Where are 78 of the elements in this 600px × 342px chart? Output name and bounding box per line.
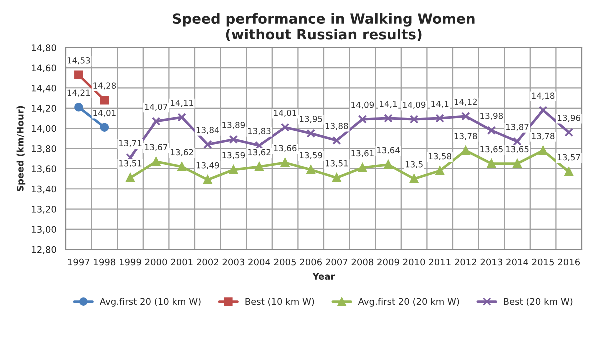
- x-tick-label: 1997: [68, 258, 90, 266]
- y-tick-label: 14,80: [32, 44, 56, 52]
- x-tick-label: 2004: [248, 258, 270, 266]
- data-label: 13,59: [300, 152, 322, 160]
- y-tick-label: 13,20: [32, 206, 56, 214]
- data-label: 14,18: [532, 92, 555, 100]
- x-tick-label: 2015: [532, 258, 554, 266]
- data-label: 13,84: [196, 127, 220, 134]
- data-label: 14,07: [145, 104, 168, 112]
- x-tick-label: 2011: [429, 258, 451, 266]
- data-label: 13,59: [222, 152, 246, 160]
- x-tick-label: 2009: [378, 258, 400, 266]
- data-label: 14,1: [432, 100, 449, 108]
- x-tick-label: 2002: [197, 258, 218, 266]
- data-label: 13,89: [222, 122, 246, 130]
- data-label: 14,53: [68, 57, 90, 65]
- data-label: 14,01: [94, 110, 116, 118]
- data-label: 13,67: [145, 144, 168, 152]
- y-tick-label: 13,80: [32, 146, 56, 154]
- data-label: 13,58: [429, 153, 452, 160]
- x-tick-label: 2013: [480, 258, 502, 266]
- x-tick-label: 1999: [120, 258, 142, 266]
- data-label: 13,83: [248, 128, 271, 136]
- data-label: 13,78: [454, 133, 478, 140]
- data-label: 13,71: [119, 140, 142, 148]
- x-tick-label: 2008: [352, 258, 374, 266]
- x-tick-label: 2014: [506, 258, 528, 266]
- y-tick-label: 12,80: [32, 246, 56, 254]
- data-label: 14,21: [68, 90, 90, 97]
- data-label: 14,1: [380, 100, 398, 108]
- x-tick-label: 2003: [222, 258, 244, 266]
- x-tick-label: 2006: [300, 258, 322, 266]
- data-label: 13,61: [352, 150, 374, 158]
- data-label: 13,95: [300, 116, 322, 124]
- data-label: 14,09: [403, 102, 426, 110]
- y-tick-label: 13,40: [32, 186, 56, 194]
- data-label: 13,51: [326, 160, 348, 168]
- data-label: 13,88: [326, 123, 348, 130]
- data-label: 13,62: [248, 149, 271, 156]
- data-label: 14,28: [94, 82, 116, 90]
- data-label: 13,57: [558, 154, 580, 162]
- data-label: 13,65: [506, 146, 529, 154]
- x-tick-label: 2010: [403, 258, 426, 266]
- x-tick-label: 2016: [558, 258, 580, 266]
- data-label: 13,49: [196, 162, 220, 170]
- y-tick-label: 14,60: [32, 64, 56, 73]
- y-tick-label: 14,40: [32, 84, 56, 93]
- x-tick-label: 1998: [94, 258, 116, 266]
- chart-title: Speed performance in Walking Women (without Russian results): [173, 13, 475, 42]
- data-label: 13,78: [532, 133, 555, 140]
- data-label: 13,87: [506, 124, 529, 132]
- data-label: 13,65: [480, 146, 503, 154]
- data-label: 14,11: [171, 100, 194, 108]
- x-axis-title: Year: [312, 273, 336, 280]
- x-tick-label: 2007: [326, 258, 348, 266]
- legend-label: Best (10 km W): [246, 298, 314, 306]
- data-label: 14,12: [454, 98, 477, 106]
- data-label: 13,64: [377, 147, 400, 154]
- x-tick-label: 2012: [455, 258, 476, 266]
- data-label: 13,51: [119, 160, 142, 168]
- y-tick-label: 13,00: [32, 226, 56, 234]
- legend-label: Avg.first 20 (10 km W): [100, 298, 201, 307]
- data-label: 13,5: [406, 161, 423, 169]
- x-tick-label: 2005: [274, 258, 296, 266]
- y-tick-label: 14,00: [32, 125, 56, 134]
- data-label: 13,98: [480, 112, 504, 120]
- y-tick-label: 14,20: [32, 105, 56, 113]
- legend-label: Best (20 km W): [504, 298, 573, 306]
- x-tick-label: 2000: [145, 258, 168, 266]
- y-tick-label: 13,60: [32, 166, 56, 174]
- data-label: 14,09: [352, 102, 374, 110]
- data-label: 13,62: [171, 149, 194, 156]
- y-axis-title: Speed (km/Hour): [16, 106, 26, 192]
- data-label: 13,96: [558, 114, 581, 122]
- x-tick-label: 2001: [171, 258, 193, 266]
- legend-label: Avg.first 20 (20 km W): [358, 298, 460, 307]
- data-label: 14,01: [274, 110, 296, 118]
- data-label: 13,66: [274, 145, 297, 152]
